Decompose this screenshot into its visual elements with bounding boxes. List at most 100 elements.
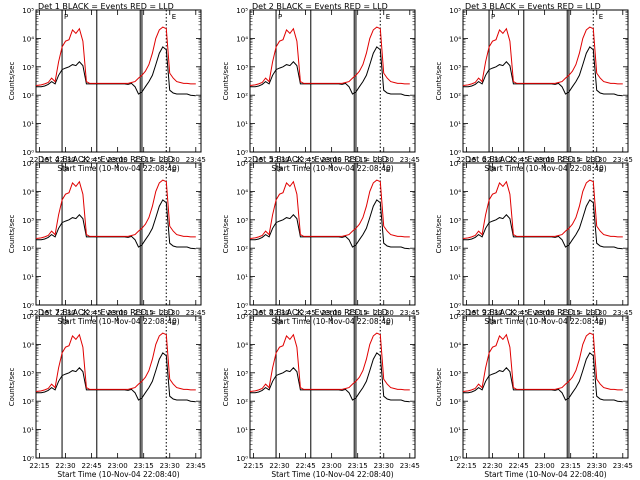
marker-label-p: P [491, 319, 495, 327]
y-tick-label: 10⁵ [449, 313, 461, 321]
plot-frame [249, 162, 416, 306]
x-tick-label: 22:15 [243, 156, 263, 164]
y-tick-label: 10⁵ [449, 160, 461, 168]
x-tick-label: 22:15 [456, 462, 476, 470]
x-tick-label: 23:30 [587, 309, 607, 317]
y-tick-label: 10¹ [22, 427, 34, 435]
y-tick-label: 10¹ [449, 274, 461, 282]
y-tick-label: 10⁰ [22, 302, 34, 310]
series-line-lld [249, 26, 410, 86]
y-axis-label: Counts/sec [222, 368, 230, 407]
x-tick-label: 22:45 [81, 156, 101, 164]
x-tick-label: 23:45 [613, 462, 633, 470]
y-tick-label: 10⁵ [236, 7, 248, 15]
x-tick-label: 23:15 [561, 309, 581, 317]
y-tick-label: 10² [236, 398, 248, 406]
y-axis-label: Counts/sec [8, 62, 16, 101]
marker-label-p: P [278, 13, 282, 21]
x-axis-label: Start Time (10-Nov-04 22:08:40) [57, 317, 179, 326]
marker-label-p: P [64, 13, 68, 21]
y-tick-label: 10³ [22, 217, 34, 225]
x-tick-label: 23:30 [160, 156, 180, 164]
x-tick-label: 23:30 [160, 309, 180, 317]
x-axis-label: Start Time (10-Nov-04 22:08:40) [57, 164, 179, 173]
y-tick-label: 10¹ [236, 121, 248, 129]
x-tick-label: 23:45 [400, 462, 420, 470]
x-tick-label: 23:15 [134, 462, 154, 470]
y-tick-label: 10¹ [22, 274, 34, 282]
x-tick-label: 23:15 [561, 462, 581, 470]
x-tick-label: 22:30 [482, 462, 502, 470]
x-tick-label: 22:30 [482, 309, 502, 317]
y-tick-label: 10⁰ [236, 455, 248, 463]
x-tick-label: 23:00 [535, 462, 555, 470]
panel-title: Det 2 BLACK = Events RED = LLD [252, 2, 388, 11]
y-tick-label: 10⁰ [22, 149, 34, 157]
x-tick-label: 22:30 [269, 156, 289, 164]
y-tick-label: 10⁴ [22, 35, 34, 43]
x-tick-label: 23:00 [535, 156, 555, 164]
marker-label-p: P [491, 166, 495, 174]
panel-det-7: Det 7 BLACK = Events RED = LLD 10⁰ 10¹ 10² 1… [8, 308, 206, 479]
x-tick-label: 22:15 [243, 462, 263, 470]
y-tick-label: 10² [449, 398, 461, 406]
x-axis-label: Start Time (10-Nov-04 22:08:40) [484, 470, 606, 479]
y-tick-label: 10² [236, 245, 248, 253]
y-tick-label: 10⁵ [22, 7, 34, 15]
plot-frame [462, 9, 629, 153]
panel-title: Det 3 BLACK = Events RED = LLD [465, 2, 601, 11]
x-tick-label: 22:15 [29, 462, 49, 470]
y-axis-label: Counts/sec [435, 368, 443, 407]
y-tick-label: 10¹ [449, 427, 461, 435]
x-tick-label: 22:15 [456, 156, 476, 164]
x-tick-label: 22:30 [55, 156, 75, 164]
x-tick-label: 22:45 [295, 309, 315, 317]
marker-label-e: E [599, 13, 603, 21]
y-tick-label: 10² [449, 92, 461, 100]
y-tick-label: 10¹ [236, 427, 248, 435]
x-tick-label: 23:00 [535, 309, 555, 317]
panel-title: Det 5 BLACK = Events RED = LLD [252, 155, 388, 164]
x-tick-label: 23:00 [108, 462, 128, 470]
x-tick-label: 22:45 [508, 462, 528, 470]
x-tick-label: 23:30 [374, 156, 394, 164]
x-axis-label: Start Time (10-Nov-04 22:08:40) [271, 317, 393, 326]
marker-label-e: E [599, 166, 603, 174]
y-tick-label: 10³ [22, 64, 34, 72]
y-tick-label: 10⁵ [449, 7, 461, 15]
x-tick-label: 23:00 [108, 309, 128, 317]
panel-title: Det 8 BLACK = Events RED = LLD [252, 308, 388, 317]
x-axis-label: Start Time (10-Nov-04 22:08:40) [271, 470, 393, 479]
x-tick-label: 23:15 [348, 309, 368, 317]
x-tick-label: 22:30 [55, 309, 75, 317]
x-tick-label: 22:30 [482, 156, 502, 164]
y-tick-label: 10⁰ [22, 455, 34, 463]
x-tick-label: 23:00 [322, 462, 342, 470]
x-tick-label: 22:45 [295, 462, 315, 470]
x-tick-label: 23:00 [108, 156, 128, 164]
series-line-lld [249, 179, 410, 239]
series-line-lld [462, 26, 623, 86]
marker-label-p: P [278, 319, 282, 327]
y-tick-label: 10⁰ [449, 455, 461, 463]
x-tick-label: 22:30 [55, 462, 75, 470]
x-axis-label: Start Time (10-Nov-04 22:08:40) [57, 470, 179, 479]
y-tick-label: 10⁴ [449, 35, 461, 43]
panel-det-8: Det 8 BLACK = Events RED = LLD 10⁰ 10¹ 10² 1… [222, 308, 420, 479]
x-tick-label: 23:30 [374, 462, 394, 470]
panel-det-9: Det 9 BLACK = Events RED = LLD 10⁰ 10¹ 10² 1… [435, 308, 633, 479]
series-line-lld [35, 26, 196, 86]
y-tick-label: 10⁰ [449, 149, 461, 157]
x-tick-label: 23:45 [613, 156, 633, 164]
x-tick-label: 23:30 [374, 309, 394, 317]
x-tick-label: 23:45 [186, 156, 206, 164]
y-tick-label: 10⁴ [22, 188, 34, 196]
y-tick-label: 10⁴ [449, 341, 461, 349]
x-tick-label: 23:30 [587, 462, 607, 470]
y-axis-label: Counts/sec [8, 215, 16, 254]
y-tick-label: 10⁴ [236, 188, 248, 196]
marker-label-e: E [386, 319, 390, 327]
y-tick-label: 10⁴ [236, 341, 248, 349]
x-tick-label: 23:45 [613, 309, 633, 317]
